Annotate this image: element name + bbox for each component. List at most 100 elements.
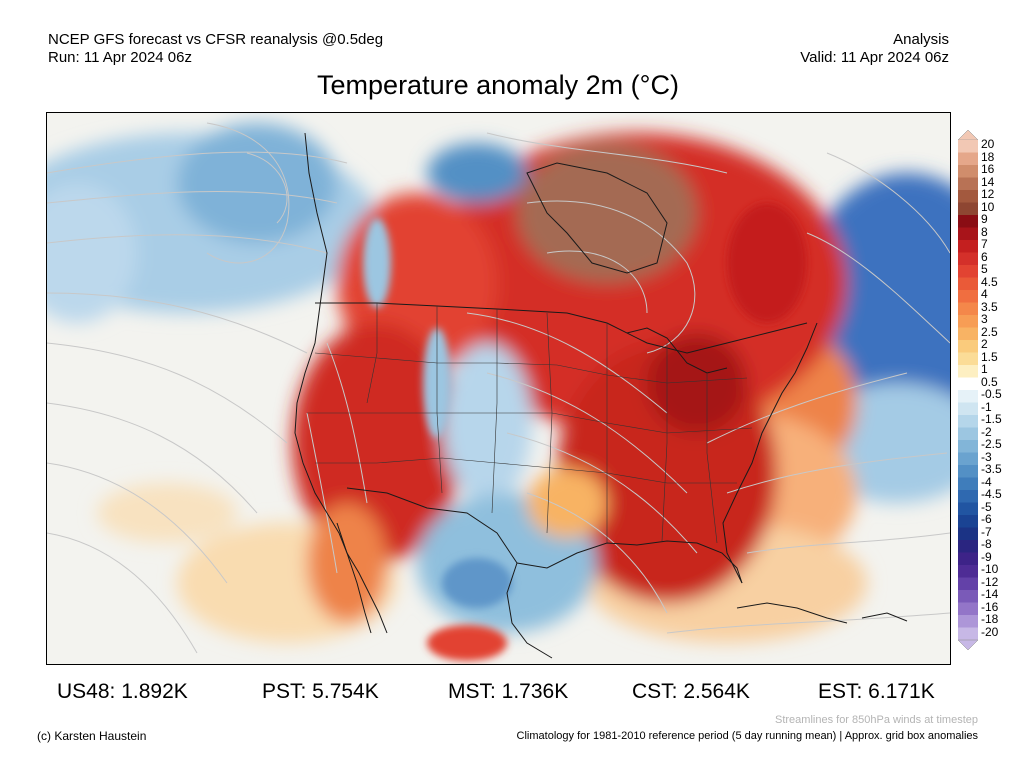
colorbar-label: 7 [981,237,988,251]
colorbar-label: -14 [981,587,999,601]
colorbar-cell [958,577,978,591]
colorbar-cell [958,165,978,178]
colorbar-label: 10 [981,199,995,214]
pacific-warm-patch-2 [97,483,237,543]
colorbar-label: -12 [981,574,999,589]
colorbar-cell [958,402,978,416]
great-lakes-outline [626,327,728,374]
colorbar-label: 3 [981,312,988,326]
colorbar-label: -2.5 [981,437,1002,451]
stat-us48: US48: 1.892K [57,680,188,703]
colorbar-cell [958,327,978,341]
colorbar-cell [958,202,978,216]
cuba-outline [736,602,848,624]
gulf-of-alaska-cold-core [177,123,337,243]
colorbar-cell [958,177,978,191]
stat-cst: CST: 2.564K [632,680,750,703]
colorbar-label: -6 [981,512,992,526]
colorbar-cell [958,540,978,553]
colorbar-cell [958,340,978,353]
bc-cold-streak [363,218,391,308]
colorbar-cell [958,365,978,378]
colorbar-label: 4 [981,287,988,301]
colorbar-cell [958,590,978,603]
climatology-note: Climatology for 1981-2010 reference peri… [516,730,978,742]
streamlines [47,122,950,654]
anomaly-map [46,112,951,665]
plains-cold-anomaly [442,343,532,503]
colorbar-label: 2.5 [981,324,998,339]
pacific-cold-west [47,183,137,323]
colorbar-cell [958,290,978,303]
colorbar-cell [958,190,978,203]
valid-time-text: Valid: 11 Apr 2024 06z [800,49,949,66]
yukon-cold-patch [427,143,527,203]
state-borders [307,303,753,544]
colorbar-label: -5 [981,499,992,514]
stat-est: EST: 6.171K [818,680,935,703]
colorbar-label: -7 [981,524,992,539]
west-us-warm-anomaly [292,323,462,563]
colorbar [958,130,978,650]
colorbar-label: -1 [981,399,992,414]
colorbar-cell [958,265,978,278]
mexico-gulf-coast [506,562,553,659]
colorbar-cell [958,565,978,578]
colorbar-label: -1.5 [981,412,1002,426]
colorbar-label: 8 [981,224,988,239]
texas-warm-patch [527,468,607,538]
region-stats: US48: 1.892K PST: 5.754K MST: 1.736K CST… [0,680,1024,706]
colorbar-cell [958,502,978,516]
anomaly-detail [363,203,807,661]
us-mexico-border [346,487,518,564]
colorbar-cell [958,140,978,153]
anomaly-map-svg [47,113,950,664]
colorbar-cell [958,527,978,541]
baja-warm [307,503,387,623]
colorbar-label: 4.5 [981,274,998,289]
colorbar-label: -4.5 [981,487,1002,501]
model-source-text: NCEP GFS forecast vs CFSR reanalysis @0.… [48,31,384,48]
colorbar-label: 0.5 [981,374,998,389]
colorbar-label: -20 [981,624,999,639]
stat-mst: MST: 1.736K [448,680,569,703]
colorbar-label: 1 [981,362,988,376]
colorbar-cell [958,252,978,266]
colorbar-label: 3.5 [981,299,998,314]
colorbar-cell [958,452,978,466]
hudson-bay-brown-core [517,143,697,283]
hudson-bay-outline [526,162,668,274]
colorbar-cell [958,227,978,241]
colorbar-cell [958,352,978,366]
colorbar-label: -2 [981,424,992,439]
colorbar-label: 6 [981,249,988,264]
colorbar-cell [958,415,978,428]
header-left: NCEP GFS forecast vs CFSR reanalysis @0.… [48,31,383,67]
gulf-coast-outline [516,540,743,584]
colorbar-label: 9 [981,212,988,226]
colorbar-label: 1.5 [981,349,998,364]
header-right: Analysis Valid: 11 Apr 2024 06z [800,31,949,67]
streamline-note: Streamlines for 850hPa winds at timestep [775,714,978,726]
hispaniola-outline [861,612,908,622]
colorbar-label: 12 [981,187,995,201]
colorbar-cell [958,627,978,641]
colorbar-label: -4 [981,474,992,489]
colorbar-cell [958,240,978,253]
colorbar-label: -3.5 [981,462,1002,476]
west-coast-outline [294,132,388,634]
labrador-warm [727,203,807,323]
colorbar-cells [958,130,978,650]
east-coast-outline [722,322,818,584]
colorbar-cell [958,215,978,228]
colorbar-label: 20 [981,137,995,151]
colorbar-cell [958,515,978,528]
colorbar-cell [958,390,978,403]
colorbar-label: -10 [981,562,999,576]
colorbar-label: -18 [981,612,999,626]
colorbar-label: -16 [981,599,999,614]
colorbar-cell [958,440,978,453]
colorbar-label: 18 [981,149,995,164]
colorbar-cell [958,152,978,166]
colorbar-label: 2 [981,337,988,351]
